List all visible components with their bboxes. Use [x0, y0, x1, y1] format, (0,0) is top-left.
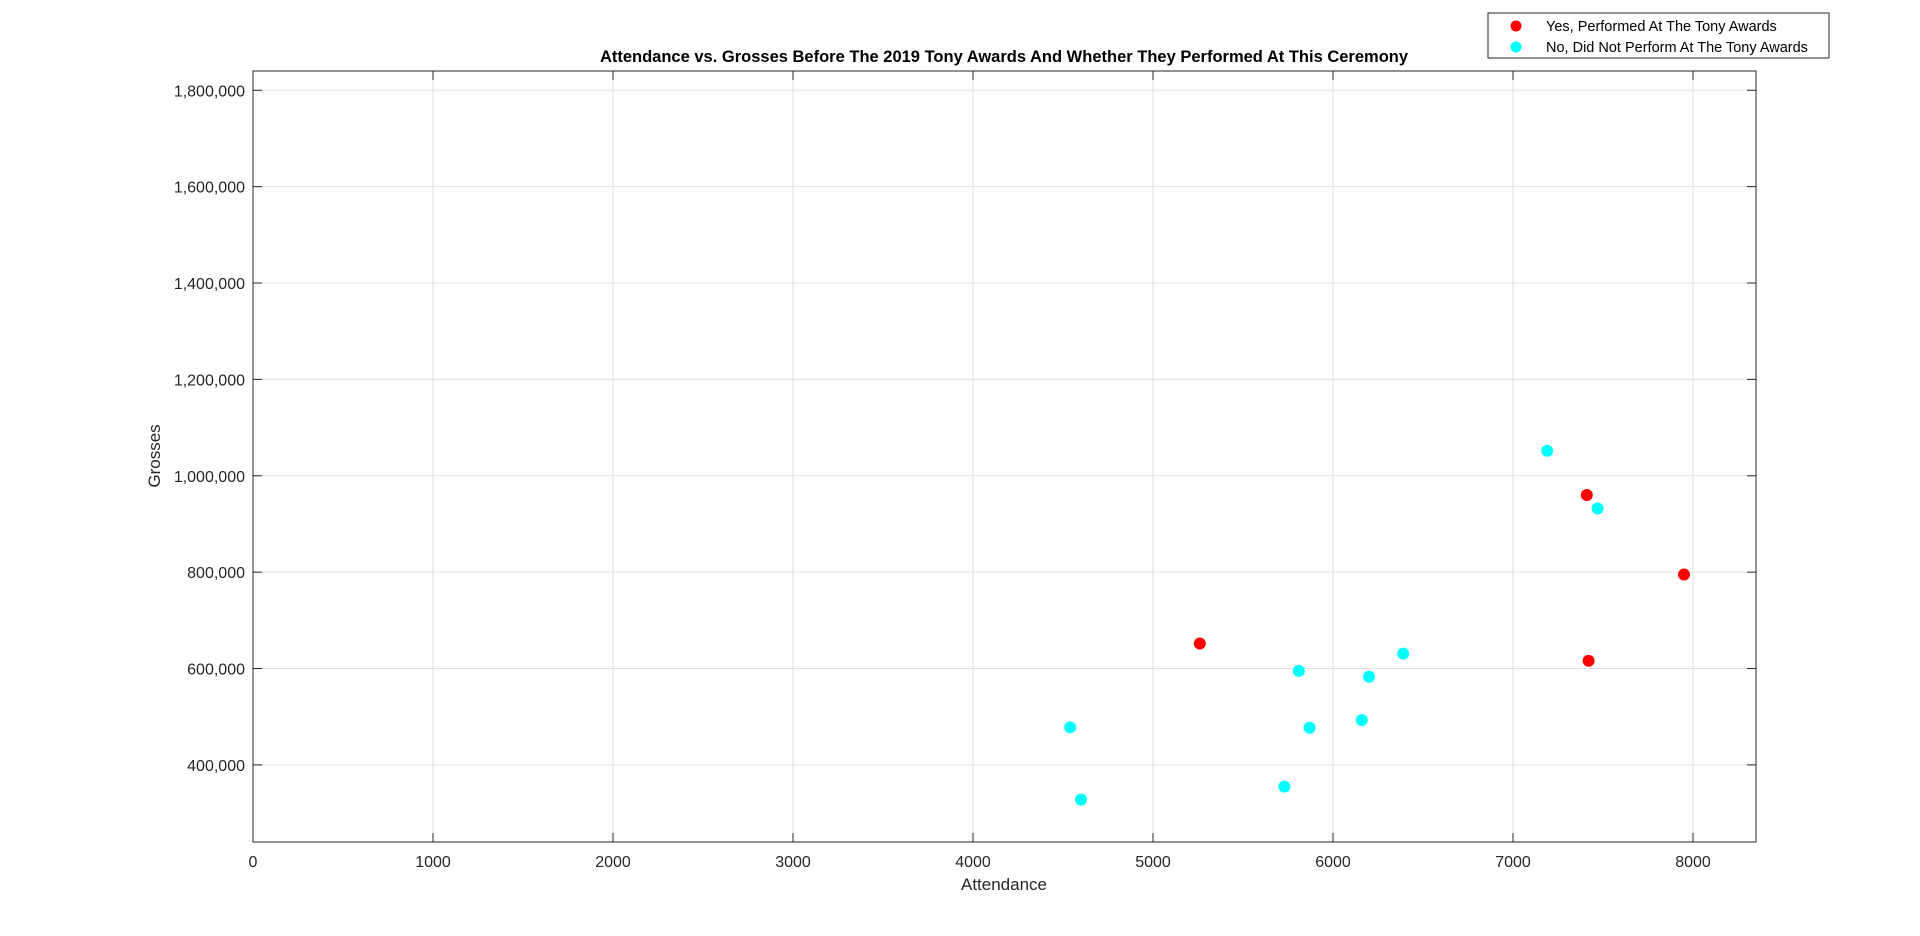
x-tick-label: 5000: [1135, 854, 1171, 871]
x-tick-label: 6000: [1315, 854, 1351, 871]
data-point-series-1: [1591, 502, 1604, 515]
y-tick-label: 1,400,000: [174, 276, 245, 293]
data-point-series-1: [1397, 647, 1410, 660]
chart-title: Attendance vs. Grosses Before The 2019 T…: [600, 48, 1409, 66]
x-tick-label: 8000: [1675, 854, 1711, 871]
y-tick-label: 1,600,000: [174, 180, 245, 197]
legend-marker-yes: [1510, 20, 1522, 32]
x-tick-label: 2000: [595, 854, 631, 871]
data-point-series-1: [1064, 721, 1077, 734]
y-tick-label: 800,000: [187, 565, 245, 582]
data-point-series-1: [1303, 721, 1316, 734]
data-points: [1064, 444, 1690, 806]
data-point-series-1: [1355, 714, 1368, 727]
x-tick-label: 0: [249, 854, 258, 871]
data-point-series-1: [1278, 780, 1291, 793]
legend-label-yes: Yes, Performed At The Tony Awards: [1546, 19, 1777, 35]
legend: Yes, Performed At The Tony Awards No, Di…: [1487, 12, 1830, 59]
data-point-series-0: [1582, 654, 1595, 667]
data-point-series-0: [1580, 489, 1593, 502]
x-tick-label: 3000: [775, 854, 811, 871]
x-tick-label: 7000: [1495, 854, 1531, 871]
y-tick-label: 1,800,000: [174, 83, 245, 100]
x-axis-label: Attendance: [961, 875, 1047, 894]
legend-box: [1487, 12, 1830, 59]
x-tick-label: 1000: [415, 854, 451, 871]
axis-ticks: 0 1000 2000 3000 4000 5000 6000 7000 8000 400,000…: [174, 71, 1756, 871]
y-tick-label: 600,000: [187, 662, 245, 679]
x-tick-label: 4000: [955, 854, 991, 871]
plot-area-border: [252, 70, 1757, 843]
data-point-series-1: [1075, 793, 1087, 806]
y-tick-label: 1,200,000: [174, 372, 245, 389]
data-point-series-1: [1541, 444, 1554, 457]
legend-label-no: No, Did Not Perform At The Tony Awards: [1546, 40, 1808, 56]
data-point-series-1: [1363, 670, 1375, 683]
legend-marker-no: [1510, 41, 1522, 53]
data-point-series-0: [1193, 637, 1206, 650]
y-tick-label: 400,000: [187, 758, 245, 775]
y-axis-label: Grosses: [145, 424, 164, 487]
grid-lines: [252, 71, 1756, 842]
y-tick-label: 1,000,000: [174, 469, 245, 486]
data-point-series-0: [1678, 568, 1690, 581]
data-point-series-1: [1292, 664, 1305, 677]
